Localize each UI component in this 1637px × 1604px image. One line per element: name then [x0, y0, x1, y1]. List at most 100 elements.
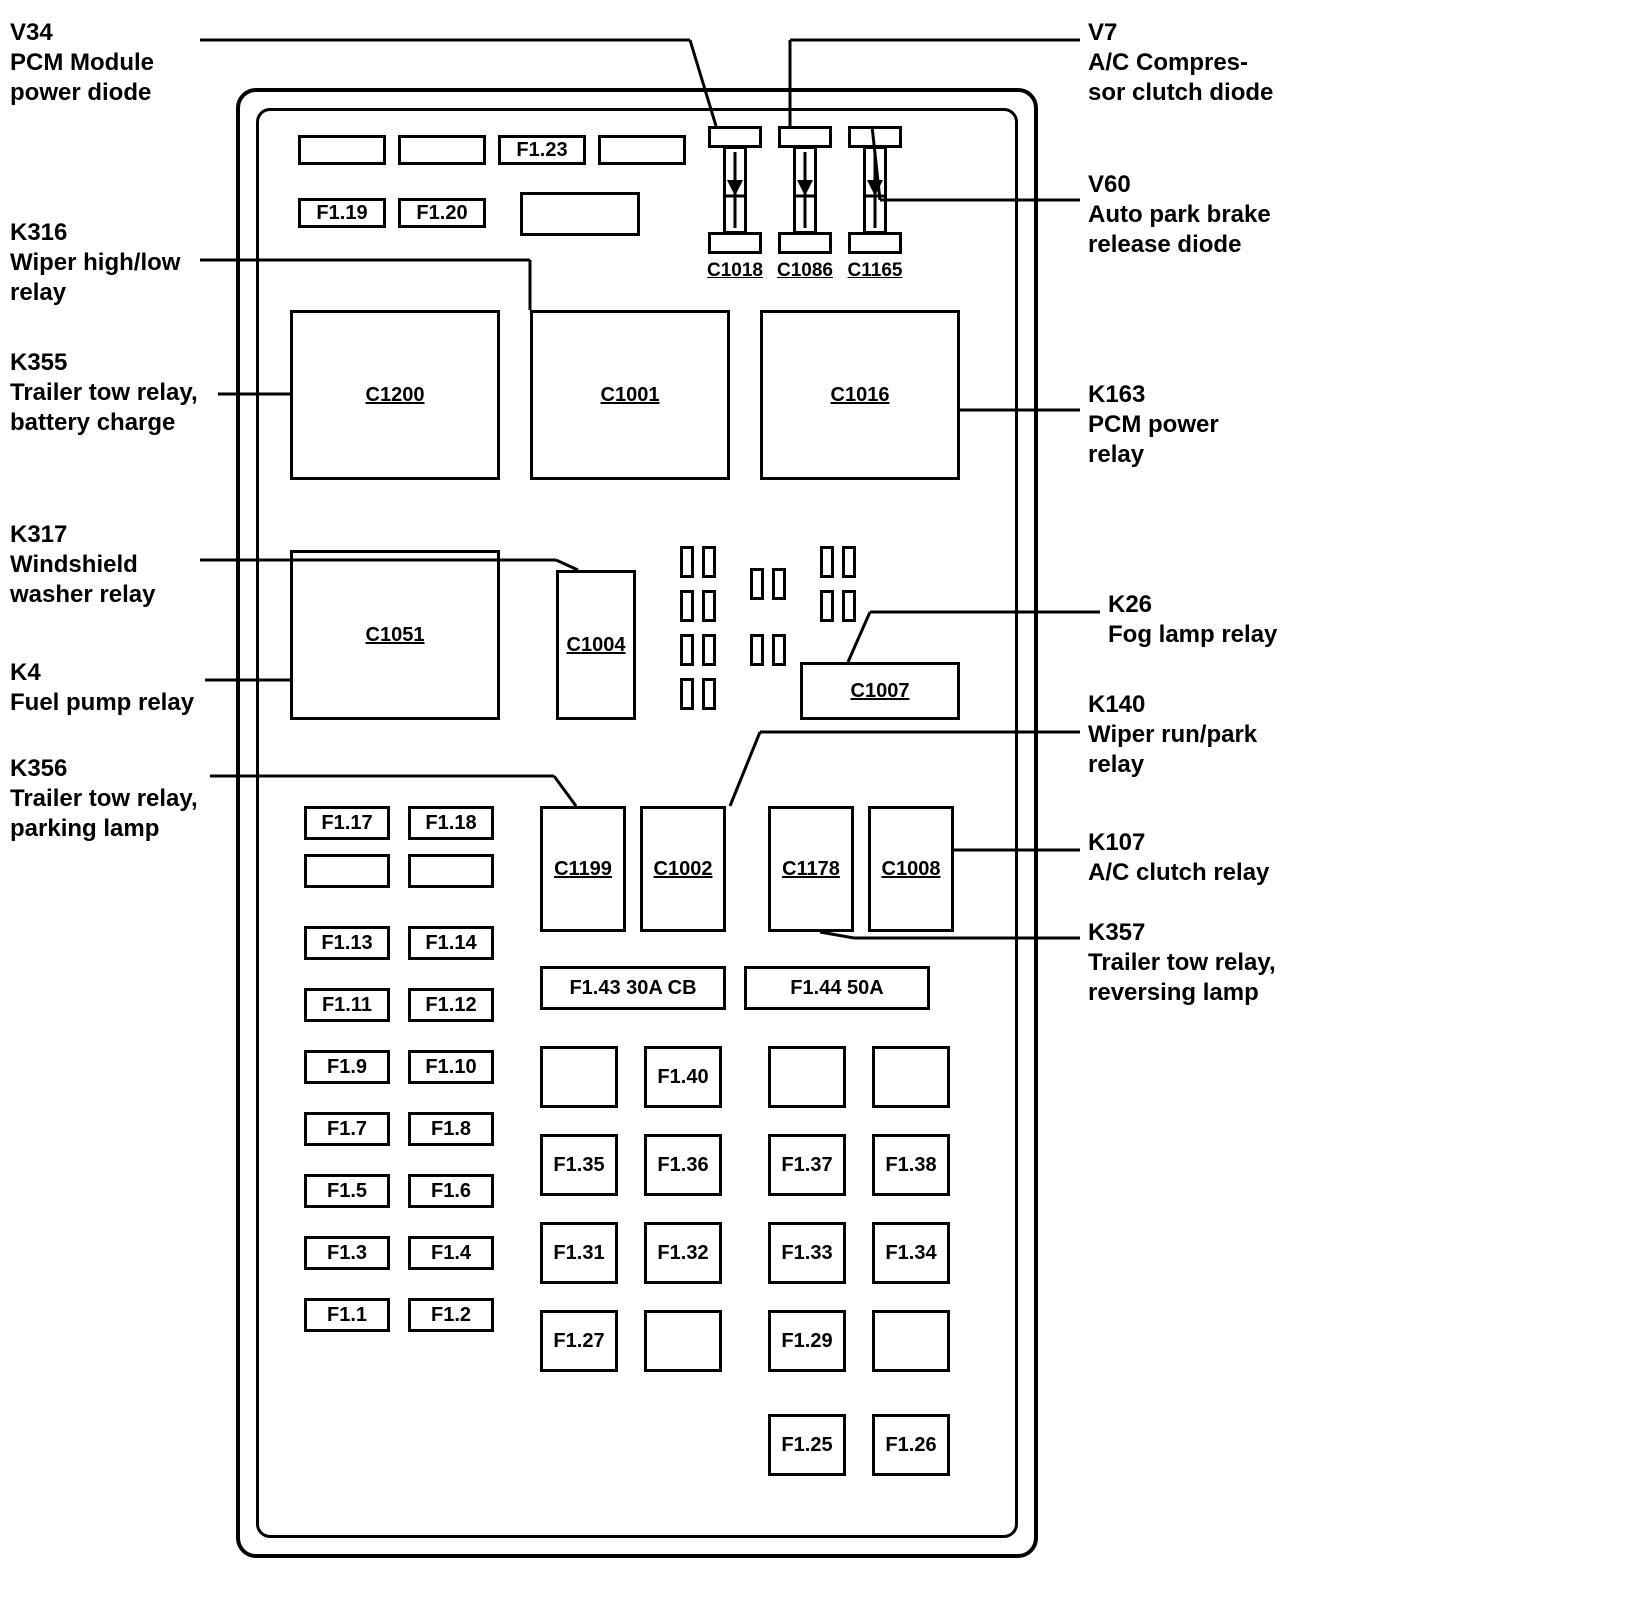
relay-row2-3: C1008 [868, 806, 954, 932]
right-fuse-0-2 [768, 1046, 846, 1108]
left-fuse-4-1: F1.10 [408, 1050, 494, 1084]
relay-c1004: C1004 [556, 570, 636, 720]
relay-big-2: C1016 [760, 310, 960, 480]
left-fuse-1-0 [304, 854, 390, 888]
diode-icon [723, 152, 747, 228]
callout-left-0: V34 PCM Module power diode [10, 18, 154, 108]
relay-row2-0: C1199 [540, 806, 626, 932]
callout-left-4: K4 Fuel pump relay [10, 658, 194, 718]
mini-slot-7 [702, 678, 716, 710]
mini-slot-5 [702, 634, 716, 666]
right-fuse-3-2: F1.29 [768, 1310, 846, 1372]
diode-icon [863, 152, 887, 228]
callout-right-0: V7 A/C Compres- sor clutch diode [1088, 18, 1273, 108]
callout-right-1: V60 Auto park brake release diode [1088, 170, 1271, 260]
top-fuse2-0: F1.19 [298, 198, 386, 228]
mini-slot-1 [702, 546, 716, 578]
relay-row2-2: C1178 [768, 806, 854, 932]
diode-caption-1: C1086 [772, 260, 838, 282]
component-label: C1008 [882, 858, 941, 881]
relay-c1051: C1051 [290, 550, 500, 720]
top-fuse2-1: F1.20 [398, 198, 486, 228]
relay-c1007: C1007 [800, 662, 960, 720]
mini-slot-14 [750, 634, 764, 666]
component-label: C1178 [782, 858, 840, 881]
callout-right-2: K163 PCM power relay [1088, 380, 1219, 470]
component-label: C1016 [831, 384, 890, 407]
diode-caption-2: C1165 [842, 260, 908, 282]
diode-top-2 [848, 126, 902, 148]
right-fuse-0-1: F1.40 [644, 1046, 722, 1108]
right-fuse-1-0: F1.35 [540, 1134, 618, 1196]
top-fuse-0 [298, 135, 386, 165]
relay-big-0: C1200 [290, 310, 500, 480]
right-fuse-3-1 [644, 1310, 722, 1372]
right-fuse-2-1: F1.32 [644, 1222, 722, 1284]
diode-top-0 [708, 126, 762, 148]
mini-slot-10 [820, 546, 834, 578]
left-fuse-7-1: F1.4 [408, 1236, 494, 1270]
right-fuse-0-3 [872, 1046, 950, 1108]
component-label: C1002 [654, 858, 713, 881]
callout-left-5: K356 Trailer tow relay, parking lamp [10, 754, 198, 844]
left-fuse-8-0: F1.1 [304, 1298, 390, 1332]
diode-bottom-2 [848, 232, 902, 254]
right-fuse-1-2: F1.37 [768, 1134, 846, 1196]
left-fuse-7-0: F1.3 [304, 1236, 390, 1270]
callout-left-2: K355 Trailer tow relay, battery charge [10, 348, 198, 438]
top-fuse-3 [598, 135, 686, 165]
right-fuse-3-0: F1.27 [540, 1310, 618, 1372]
left-fuse-5-1: F1.8 [408, 1112, 494, 1146]
top-fuse2-2 [520, 192, 640, 236]
diode-bottom-1 [778, 232, 832, 254]
callout-right-3: K26 Fog lamp relay [1108, 590, 1277, 650]
right-fuse-1-3: F1.38 [872, 1134, 950, 1196]
mini-slot-3 [702, 590, 716, 622]
cb-box-0: F1.43 30A CB [540, 966, 726, 1010]
top-fuse-2: F1.23 [498, 135, 586, 165]
callout-right-4: K140 Wiper run/park relay [1088, 690, 1257, 780]
callout-left-1: K316 Wiper high/low relay [10, 218, 180, 308]
right-fuse-3-3 [872, 1310, 950, 1372]
left-fuse-8-1: F1.2 [408, 1298, 494, 1332]
component-label: C1007 [851, 680, 910, 703]
mini-slot-6 [680, 678, 694, 710]
relay-row2-1: C1002 [640, 806, 726, 932]
left-fuse-4-0: F1.9 [304, 1050, 390, 1084]
left-fuse-2-0: F1.13 [304, 926, 390, 960]
mini-slot-0 [680, 546, 694, 578]
component-label: C1001 [601, 384, 660, 407]
mini-slot-9 [772, 568, 786, 600]
mini-slot-12 [820, 590, 834, 622]
callout-left-3: K317 Windshield washer relay [10, 520, 155, 610]
diode-icon [793, 152, 817, 228]
component-label: C1004 [567, 634, 626, 657]
callout-right-6: K357 Trailer tow relay, reversing lamp [1088, 918, 1276, 1008]
right-fuse-1-1: F1.36 [644, 1134, 722, 1196]
diode-caption-0: C1018 [702, 260, 768, 282]
mini-slot-15 [772, 634, 786, 666]
component-label: C1200 [366, 384, 425, 407]
mini-slot-11 [842, 546, 856, 578]
mini-slot-13 [842, 590, 856, 622]
right-fuse-2-0: F1.31 [540, 1222, 618, 1284]
diode-bottom-0 [708, 232, 762, 254]
right-fuse-4-2: F1.25 [768, 1414, 846, 1476]
relay-big-1: C1001 [530, 310, 730, 480]
diode-top-1 [778, 126, 832, 148]
component-label: C1051 [366, 624, 425, 647]
mini-slot-2 [680, 590, 694, 622]
cb-box-1: F1.44 50A [744, 966, 930, 1010]
right-fuse-4-3: F1.26 [872, 1414, 950, 1476]
left-fuse-1-1 [408, 854, 494, 888]
left-fuse-0-0: F1.17 [304, 806, 390, 840]
left-fuse-6-0: F1.5 [304, 1174, 390, 1208]
right-fuse-0-0 [540, 1046, 618, 1108]
left-fuse-6-1: F1.6 [408, 1174, 494, 1208]
component-label: C1199 [554, 858, 612, 881]
callout-right-5: K107 A/C clutch relay [1088, 828, 1269, 888]
left-fuse-0-1: F1.18 [408, 806, 494, 840]
top-fuse-1 [398, 135, 486, 165]
mini-slot-4 [680, 634, 694, 666]
left-fuse-2-1: F1.14 [408, 926, 494, 960]
